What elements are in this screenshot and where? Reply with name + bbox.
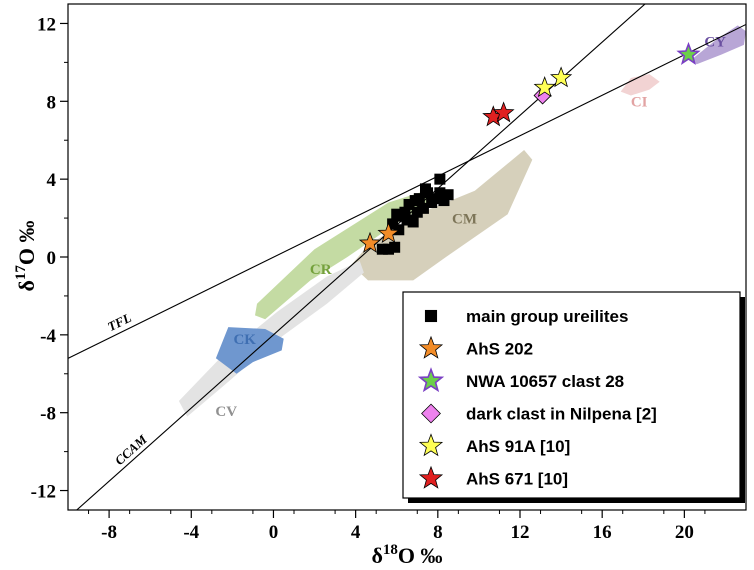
y-tick-label-1: -8	[40, 404, 56, 425]
x-tick-label-0: -8	[101, 522, 117, 543]
legend-marker-dark-clast-in-nilpena-2	[421, 403, 441, 424]
x-axis-title-delta: δ	[371, 543, 382, 568]
point-main-group-ureilites-16	[438, 195, 450, 207]
point-main-group-ureilites-3	[393, 224, 405, 236]
region-cr	[255, 190, 430, 320]
legend-box	[402, 291, 741, 499]
point-main-group-ureilites-17	[419, 183, 431, 195]
y-tick-label-3: 0	[47, 248, 57, 269]
region-ck	[215, 327, 284, 374]
point-main-group-ureilites-10	[413, 193, 425, 205]
point-main-group-ureilites-18	[411, 206, 423, 218]
region-label-ck: CK	[233, 332, 256, 348]
x-axis-title-rest: O ‰	[398, 543, 443, 568]
point-ahs-671-10-1	[492, 101, 515, 123]
point-main-group-ureilites-19	[401, 214, 413, 226]
legend-marker-main-group-ureilites	[424, 309, 438, 323]
x-tick-label-2: 0	[269, 522, 279, 543]
point-main-group-ureilites-7	[399, 206, 411, 218]
x-tick-label-3: 4	[351, 522, 361, 543]
legend-label-nwa-10657-clast-28: NWA 10657 clast 28	[466, 372, 624, 391]
y-axis-title-mass: 17	[13, 265, 29, 281]
point-ahs-91a-10-0	[533, 76, 556, 98]
legend-label-dark-clast-in-nilpena-2: dark clast in Nilpena [2]	[466, 405, 657, 424]
point-main-group-ureilites-2	[389, 241, 401, 253]
legend-marker-ahs-202	[418, 335, 444, 359]
point-main-group-ureilites-22	[391, 208, 403, 220]
y-tick-label-2: -4	[40, 326, 56, 347]
x-axis-title-mass: 18	[383, 542, 398, 558]
point-ahs-202-0	[358, 231, 382, 253]
point-main-group-ureilites-15	[434, 187, 446, 199]
x-tick-label-6: 16	[593, 522, 612, 543]
x-tick-label-4: 8	[433, 522, 443, 543]
y-axis-title: δ17O ‰	[13, 220, 39, 291]
data-points	[358, 41, 701, 255]
region-label-ci: CI	[631, 95, 648, 111]
region-label-cv: CV	[215, 404, 237, 420]
region-cy	[690, 25, 746, 65]
legend-label-ahs-202: AhS 202	[466, 340, 533, 359]
y-axis-title-delta: δ	[14, 280, 39, 291]
x-tick-label-5: 12	[511, 522, 530, 543]
point-main-group-ureilites-21	[442, 189, 454, 201]
point-main-group-ureilites-4	[387, 218, 399, 230]
point-main-group-ureilites-8	[403, 198, 415, 210]
region-label-cm: CM	[452, 211, 477, 227]
point-main-group-ureilites-0	[376, 243, 388, 255]
x-tick-label-7: 20	[675, 522, 694, 543]
y-tick-label-5: 8	[47, 92, 57, 113]
region-ci	[620, 74, 660, 96]
x-tick-label-1: -4	[183, 522, 199, 543]
x-axis-title: δ18O ‰	[371, 542, 442, 568]
legend-label-main-group-ureilites: main group ureilites	[466, 307, 628, 326]
legend-label-ahs-671-10: AhS 671 [10]	[466, 470, 568, 489]
region-label-cr: CR	[310, 262, 332, 278]
y-tick-label-6: 12	[37, 14, 56, 35]
y-tick-label-0: -12	[31, 482, 56, 503]
point-ahs-91a-10-1	[550, 66, 573, 88]
point-main-group-ureilites-14	[430, 193, 442, 205]
legend: main group ureilites AhS 202 NWA 10657 cla…	[402, 291, 745, 503]
line-tfl	[68, 23, 746, 359]
point-main-group-ureilites-6	[407, 216, 419, 228]
line-label-tfl: TFL	[105, 310, 134, 334]
y-tick-label-4: 4	[47, 170, 57, 191]
point-ahs-202-1	[377, 221, 400, 244]
point-main-group-ureilites-1	[383, 243, 395, 255]
point-main-group-ureilites-11	[417, 202, 429, 214]
legend-marker-ahs-671-10	[418, 465, 444, 489]
point-nwa-10657-clast-28-0	[676, 41, 701, 65]
legend-label-ahs-91a-10: AhS 91A [10]	[466, 437, 570, 456]
point-main-group-ureilites-20	[434, 173, 446, 185]
legend-marker-nwa-10657-clast-28	[417, 367, 445, 393]
y-axis-title-rest: O ‰	[14, 220, 39, 265]
legend-marker-ahs-91a-10	[418, 433, 444, 457]
region-label-cy: CY	[704, 34, 726, 50]
